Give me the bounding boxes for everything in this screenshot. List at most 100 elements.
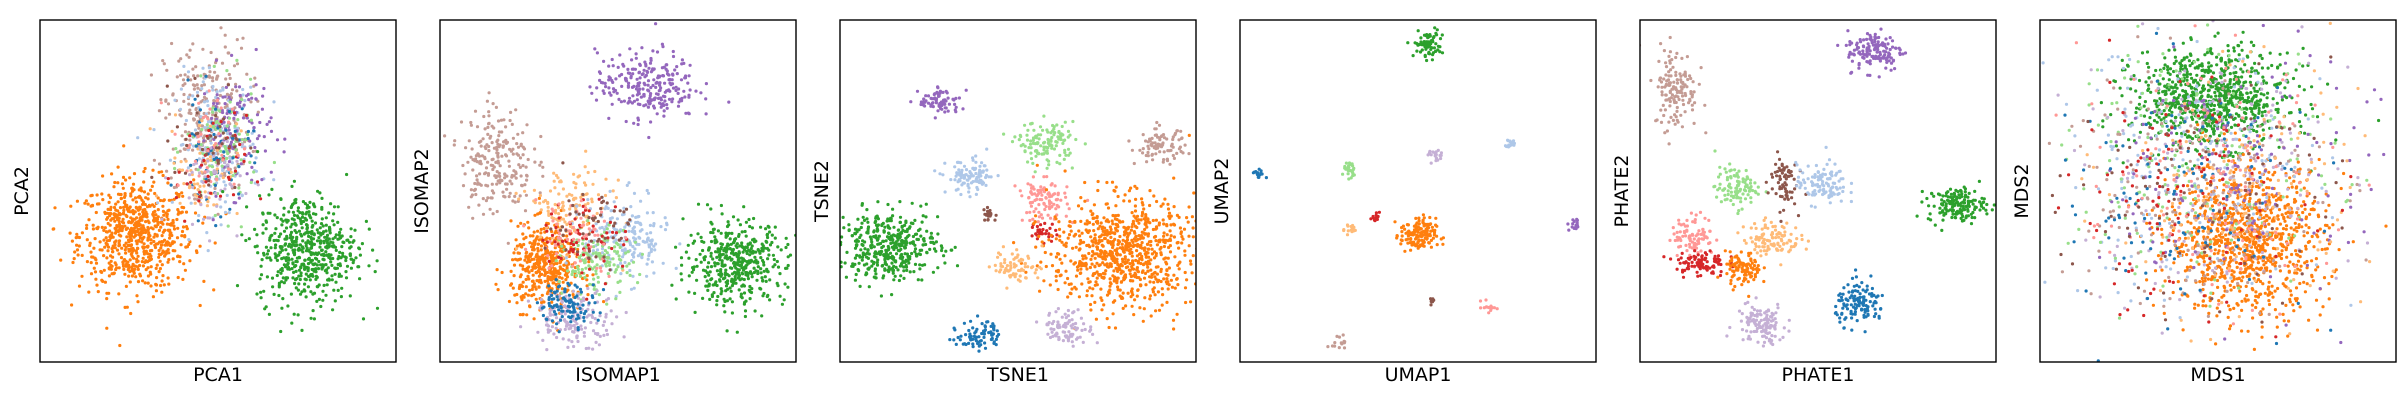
data-point (141, 264, 145, 268)
data-point (131, 198, 135, 202)
data-point (292, 218, 296, 222)
data-point (551, 305, 555, 310)
data-point (750, 251, 754, 255)
data-point (119, 192, 123, 197)
data-point (708, 297, 712, 301)
data-point (1183, 143, 1187, 147)
data-point (616, 178, 620, 182)
data-point (270, 276, 275, 280)
data-point (170, 129, 174, 133)
data-point (231, 107, 235, 111)
data-point (749, 247, 753, 251)
data-point (240, 233, 244, 237)
data-point (309, 290, 313, 294)
data-point (212, 203, 216, 207)
data-point (632, 121, 636, 125)
data-point (1028, 218, 1032, 223)
data-point (290, 267, 294, 271)
data-point (149, 188, 153, 192)
data-point (591, 252, 595, 256)
data-point (129, 194, 133, 198)
data-point (707, 248, 711, 252)
data-point (87, 218, 91, 222)
data-point (141, 279, 145, 283)
data-point (221, 176, 225, 180)
data-point (681, 217, 685, 221)
data-point (211, 110, 215, 114)
data-point (86, 202, 90, 206)
data-point (237, 132, 241, 136)
data-point (160, 243, 164, 247)
data-point (1054, 207, 1058, 211)
data-point (633, 240, 638, 244)
data-point (306, 248, 311, 253)
data-point (730, 300, 735, 304)
data-point (267, 120, 271, 124)
data-point (1037, 210, 1041, 214)
data-point (748, 253, 752, 257)
data-point (484, 146, 488, 151)
data-point (1033, 192, 1037, 196)
data-point (223, 33, 227, 37)
data-point (718, 258, 722, 262)
data-point (139, 230, 143, 234)
data-point (1156, 142, 1160, 146)
data-point (709, 265, 714, 269)
data-point (601, 323, 605, 327)
data-point (193, 211, 198, 215)
data-point (162, 250, 166, 254)
data-point (695, 264, 699, 268)
data-point (224, 136, 228, 141)
data-point (141, 210, 145, 214)
data-point (625, 264, 629, 268)
data-point (508, 118, 512, 123)
data-point (178, 113, 182, 117)
data-point (564, 213, 568, 217)
data-point (544, 223, 548, 227)
data-point (202, 83, 206, 87)
data-point (240, 142, 245, 146)
data-point (165, 243, 169, 247)
data-point (568, 207, 572, 211)
data-point (744, 245, 748, 249)
data-point (1031, 161, 1035, 165)
data-point (181, 78, 186, 82)
data-point (610, 246, 614, 251)
data-point (318, 191, 322, 195)
data-point (186, 75, 190, 79)
data-point (616, 65, 620, 69)
data-point (197, 126, 201, 130)
data-point (182, 262, 186, 266)
data-point (688, 63, 692, 67)
data-point (68, 231, 72, 235)
data-point (223, 102, 227, 106)
data-point (701, 296, 705, 300)
data-point (519, 244, 523, 248)
data-point (627, 181, 631, 185)
data-point (772, 257, 776, 262)
data-point (1045, 149, 1049, 153)
data-point (1039, 133, 1043, 137)
data-point (213, 213, 217, 218)
data-point (554, 225, 558, 230)
data-point (487, 122, 491, 126)
data-point (628, 218, 632, 222)
data-point (1036, 151, 1040, 155)
data-point (599, 210, 604, 214)
data-point (279, 329, 283, 334)
data-point (170, 41, 174, 46)
data-point (132, 248, 136, 252)
data-point (322, 283, 326, 287)
data-point (745, 260, 749, 264)
data-point (100, 225, 104, 229)
data-point (188, 259, 192, 263)
data-point (1057, 129, 1061, 134)
data-point (567, 192, 572, 196)
data-point (168, 233, 172, 237)
data-point (308, 274, 312, 278)
data-point (228, 132, 232, 136)
data-point (166, 102, 171, 106)
data-point (250, 121, 254, 125)
data-point (747, 248, 751, 252)
data-point (173, 98, 177, 102)
